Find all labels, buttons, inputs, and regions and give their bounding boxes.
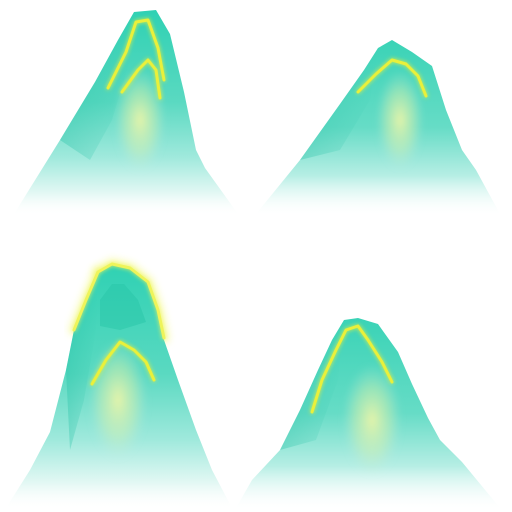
mountain-sprite-1 xyxy=(14,10,238,214)
mountain-sprite-3 xyxy=(6,258,232,508)
mountain-sprite-4 xyxy=(236,318,500,508)
mountain-sprite-2 xyxy=(256,40,500,214)
